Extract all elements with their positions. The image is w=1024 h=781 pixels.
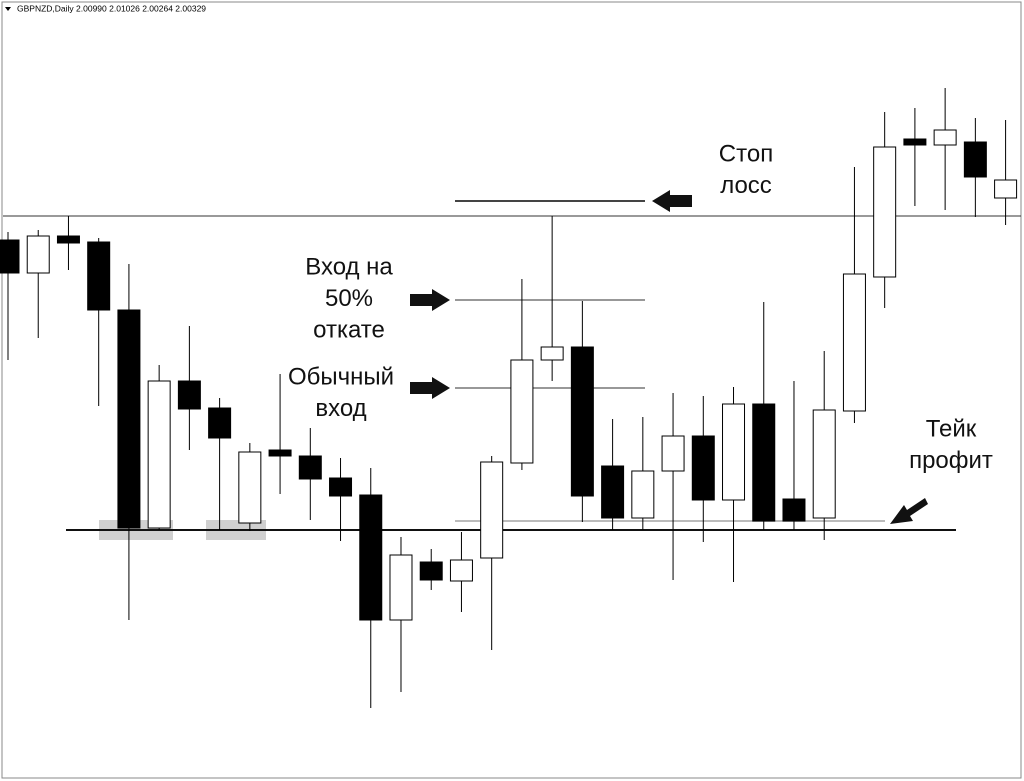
candle-body bbox=[903, 138, 927, 146]
annotation: 50% bbox=[325, 285, 373, 312]
candle-body bbox=[419, 561, 443, 581]
candle-body bbox=[691, 435, 715, 501]
candle-body bbox=[480, 461, 504, 559]
candle-body bbox=[812, 409, 836, 519]
candle-body bbox=[994, 179, 1018, 199]
annotation: Тейк bbox=[926, 415, 977, 442]
arrows bbox=[410, 190, 928, 524]
candle-body bbox=[842, 273, 866, 412]
candle-body bbox=[601, 465, 625, 519]
candle-body bbox=[963, 141, 987, 178]
candle-body bbox=[147, 380, 171, 529]
candle-body bbox=[449, 559, 473, 582]
candle-body bbox=[208, 407, 232, 439]
annotation: профит bbox=[909, 447, 993, 474]
candle-body bbox=[933, 129, 957, 146]
candle-body bbox=[752, 403, 776, 522]
candle-body bbox=[26, 235, 50, 274]
candle-body bbox=[87, 241, 111, 311]
candle-body bbox=[298, 455, 322, 480]
candle-body bbox=[117, 309, 141, 529]
annotation: вход bbox=[315, 395, 366, 422]
candle-body bbox=[359, 494, 383, 621]
candle-body bbox=[873, 146, 897, 278]
candle-body bbox=[56, 235, 80, 244]
chart-title: GBPNZD,Daily 2.00990 2.01026 2.00264 2.0… bbox=[17, 3, 206, 13]
annotation: Обычный bbox=[288, 363, 394, 390]
annotation: откате bbox=[313, 316, 385, 343]
candle-body bbox=[0, 239, 20, 274]
arrow bbox=[410, 289, 450, 311]
candle-body bbox=[722, 403, 746, 501]
candle-body bbox=[510, 359, 534, 464]
candle-body bbox=[631, 470, 655, 519]
annotation: Вход на bbox=[305, 253, 393, 280]
arrow bbox=[410, 377, 450, 399]
annotation: Стоп bbox=[719, 140, 773, 167]
candle-body bbox=[238, 451, 262, 524]
candle-body bbox=[661, 435, 685, 472]
candle-body bbox=[389, 554, 413, 621]
arrow bbox=[652, 190, 692, 212]
candle-body bbox=[540, 346, 564, 361]
annotation: лосс bbox=[720, 172, 772, 199]
candle-body bbox=[177, 380, 201, 410]
candle-body bbox=[329, 477, 353, 497]
candle-body bbox=[782, 498, 806, 522]
candle-body bbox=[268, 449, 292, 457]
menu-triangle bbox=[5, 7, 11, 11]
arrow bbox=[890, 498, 928, 524]
candle-body bbox=[570, 346, 594, 497]
